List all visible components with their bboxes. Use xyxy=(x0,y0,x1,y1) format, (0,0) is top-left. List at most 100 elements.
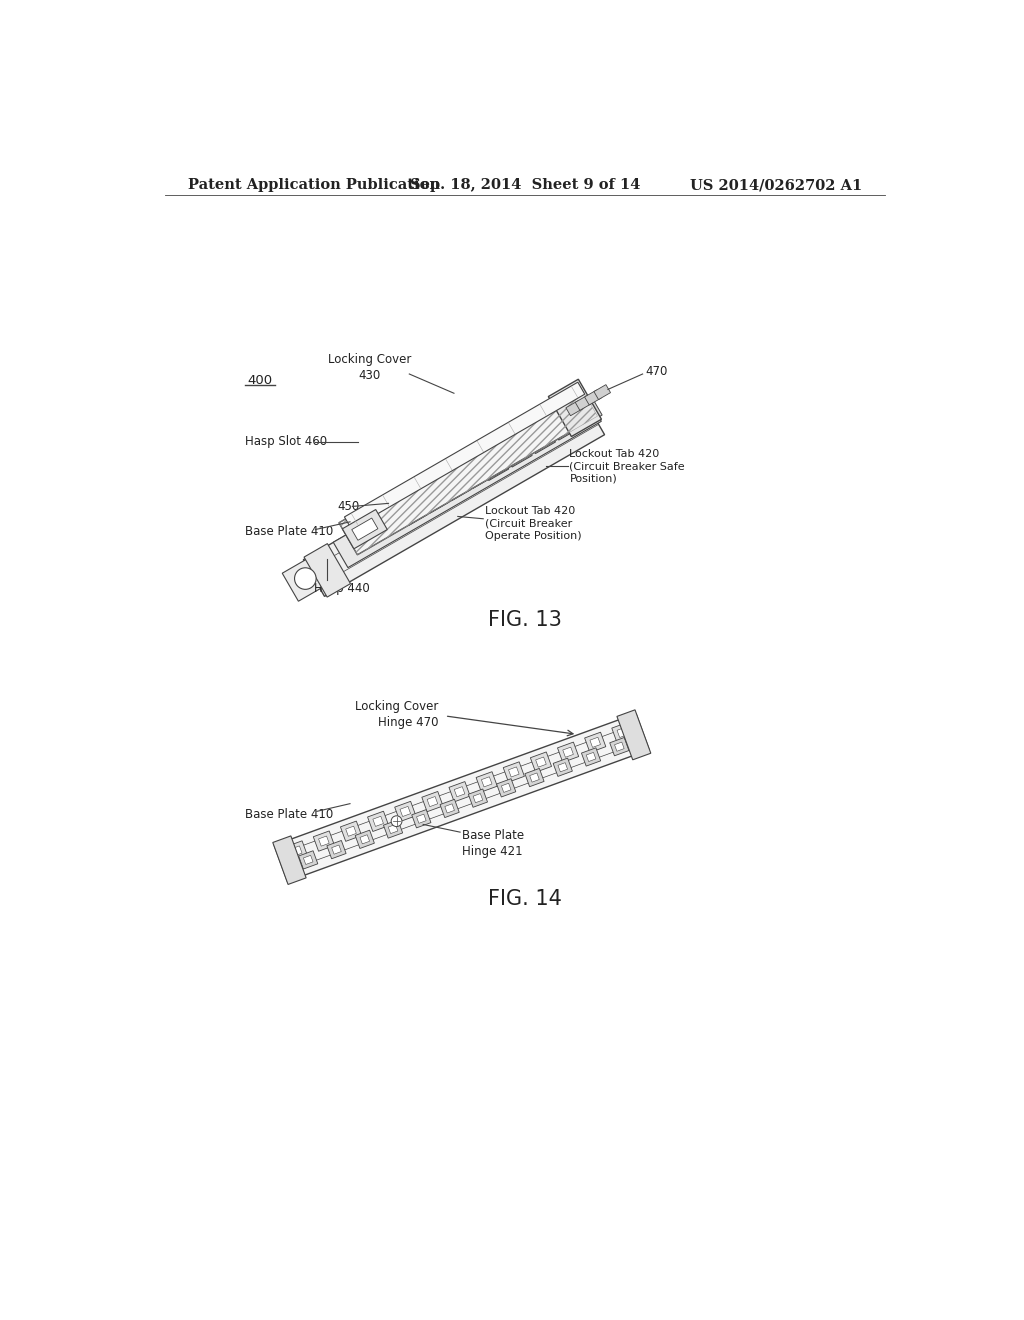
Polygon shape xyxy=(572,399,602,426)
Polygon shape xyxy=(332,845,341,854)
Polygon shape xyxy=(616,710,651,760)
Polygon shape xyxy=(346,826,356,837)
Polygon shape xyxy=(394,801,416,821)
Polygon shape xyxy=(493,457,506,470)
Text: Sep. 18, 2014  Sheet 9 of 14: Sep. 18, 2014 Sheet 9 of 14 xyxy=(410,178,640,193)
Polygon shape xyxy=(440,800,459,817)
Text: US 2014/0262702 A1: US 2014/0262702 A1 xyxy=(690,178,862,193)
Polygon shape xyxy=(318,836,329,846)
Polygon shape xyxy=(427,796,437,807)
Polygon shape xyxy=(360,834,370,843)
Polygon shape xyxy=(575,396,592,411)
Polygon shape xyxy=(566,401,583,416)
Polygon shape xyxy=(383,820,402,838)
Polygon shape xyxy=(582,748,601,766)
Polygon shape xyxy=(486,459,502,474)
Text: Hasp 440: Hasp 440 xyxy=(313,582,370,594)
Polygon shape xyxy=(422,792,443,812)
Circle shape xyxy=(391,816,402,826)
Polygon shape xyxy=(529,774,540,783)
Text: Locking Cover
430: Locking Cover 430 xyxy=(328,354,411,383)
Polygon shape xyxy=(473,793,482,803)
Polygon shape xyxy=(587,752,596,762)
Polygon shape xyxy=(303,855,313,865)
Polygon shape xyxy=(313,832,335,851)
Polygon shape xyxy=(344,383,585,529)
Polygon shape xyxy=(614,742,625,751)
Polygon shape xyxy=(563,747,573,758)
Polygon shape xyxy=(422,487,449,513)
Text: Lockout Tab 420
(Circuit Breaker
Operate Position): Lockout Tab 420 (Circuit Breaker Operate… xyxy=(484,506,582,541)
Polygon shape xyxy=(536,756,546,767)
Polygon shape xyxy=(408,507,421,519)
Polygon shape xyxy=(585,389,601,405)
Polygon shape xyxy=(479,453,509,480)
Text: Locking Cover
Hinge 470: Locking Cover Hinge 470 xyxy=(355,700,438,729)
Polygon shape xyxy=(503,438,532,467)
Polygon shape xyxy=(553,758,572,776)
Polygon shape xyxy=(450,482,464,494)
Text: Patent Application Publication: Patent Application Publication xyxy=(188,178,440,193)
Text: 450: 450 xyxy=(337,500,359,513)
Text: FIG. 13: FIG. 13 xyxy=(487,610,562,631)
Polygon shape xyxy=(617,727,628,738)
Polygon shape xyxy=(304,544,350,597)
Polygon shape xyxy=(548,379,601,437)
Polygon shape xyxy=(400,500,428,525)
Polygon shape xyxy=(455,787,465,797)
Polygon shape xyxy=(497,779,516,797)
Polygon shape xyxy=(585,733,606,752)
Polygon shape xyxy=(525,768,544,787)
Polygon shape xyxy=(274,714,649,882)
Polygon shape xyxy=(530,752,552,772)
Polygon shape xyxy=(355,830,375,849)
Polygon shape xyxy=(485,450,513,477)
Polygon shape xyxy=(449,781,470,801)
Polygon shape xyxy=(342,510,387,549)
Polygon shape xyxy=(611,722,633,743)
Polygon shape xyxy=(373,816,383,826)
Polygon shape xyxy=(412,809,431,828)
Polygon shape xyxy=(481,776,492,787)
Text: Base Plate 410: Base Plate 410 xyxy=(245,524,333,537)
Text: 470: 470 xyxy=(645,366,668,379)
Polygon shape xyxy=(503,762,524,781)
Polygon shape xyxy=(468,789,487,808)
Polygon shape xyxy=(303,399,604,597)
Polygon shape xyxy=(340,821,361,841)
Polygon shape xyxy=(417,814,426,824)
Polygon shape xyxy=(283,552,335,601)
Polygon shape xyxy=(327,841,346,859)
Polygon shape xyxy=(352,517,378,540)
Circle shape xyxy=(295,568,316,589)
Polygon shape xyxy=(558,763,567,772)
Polygon shape xyxy=(368,812,389,832)
Polygon shape xyxy=(557,742,579,763)
Polygon shape xyxy=(557,418,571,433)
Polygon shape xyxy=(526,425,555,454)
Polygon shape xyxy=(286,841,307,861)
Polygon shape xyxy=(292,846,302,857)
Polygon shape xyxy=(339,384,597,554)
Polygon shape xyxy=(299,851,317,869)
Text: FIG. 14: FIG. 14 xyxy=(487,890,562,909)
Polygon shape xyxy=(510,446,524,459)
Polygon shape xyxy=(443,475,470,500)
Polygon shape xyxy=(534,433,548,446)
Polygon shape xyxy=(444,804,455,813)
Polygon shape xyxy=(590,738,600,747)
Polygon shape xyxy=(333,396,601,568)
Polygon shape xyxy=(509,767,519,777)
Polygon shape xyxy=(465,463,492,488)
Polygon shape xyxy=(580,405,595,420)
Text: 400: 400 xyxy=(248,374,272,387)
Text: Lockout Tab 420
(Circuit Breaker Safe
Position): Lockout Tab 420 (Circuit Breaker Safe Po… xyxy=(569,449,685,484)
Text: Hasp Slot 460: Hasp Slot 460 xyxy=(245,436,327,449)
Polygon shape xyxy=(594,384,610,400)
Polygon shape xyxy=(609,738,629,756)
Polygon shape xyxy=(502,783,511,792)
Polygon shape xyxy=(471,470,484,482)
Text: Base Plate 410: Base Plate 410 xyxy=(245,808,333,821)
Polygon shape xyxy=(549,412,579,440)
Polygon shape xyxy=(272,836,306,884)
